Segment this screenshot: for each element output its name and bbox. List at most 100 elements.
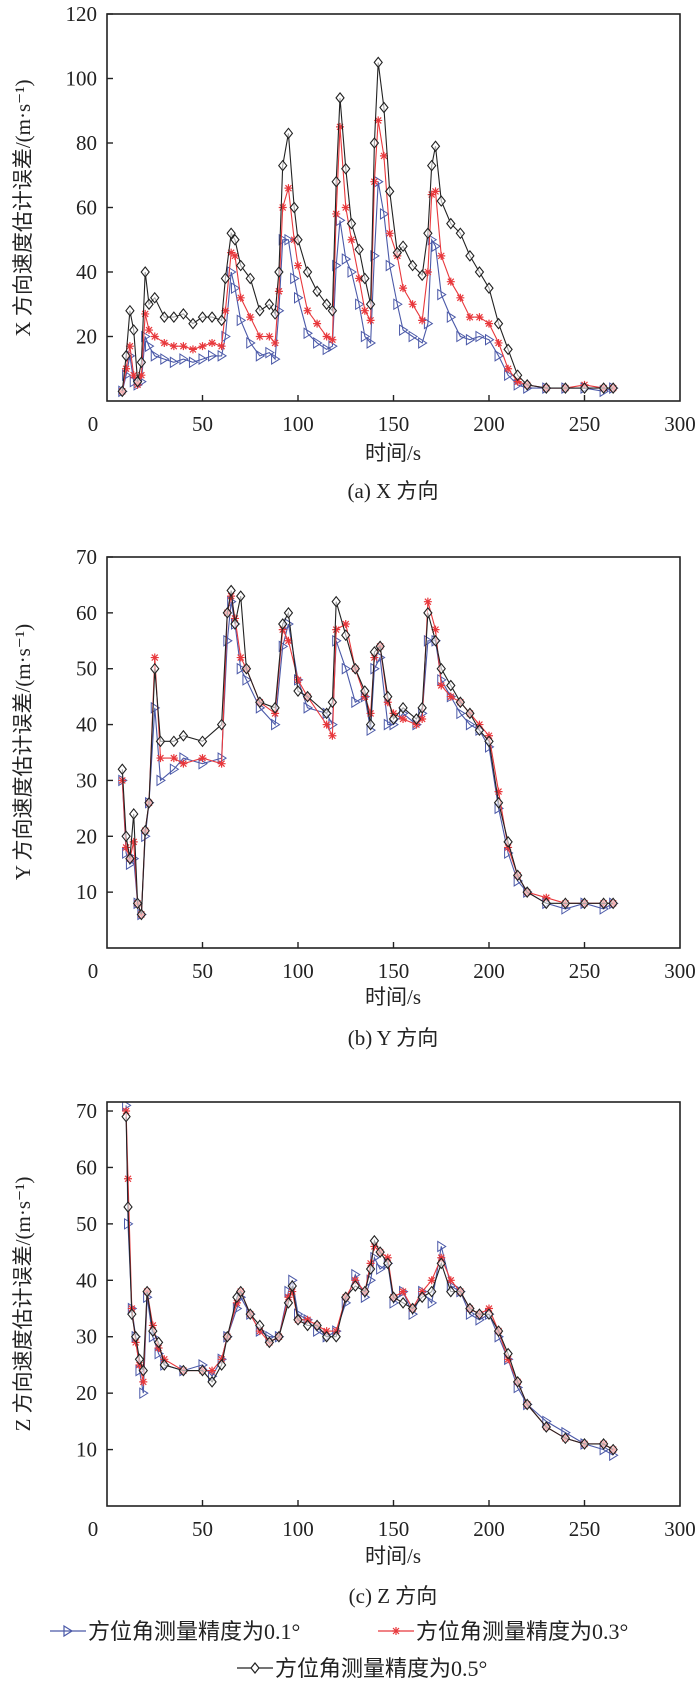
data-point xyxy=(446,277,455,286)
data-point xyxy=(408,300,417,309)
data-point xyxy=(322,343,333,356)
data-point xyxy=(159,1359,170,1371)
data-point xyxy=(271,718,281,731)
data-point xyxy=(456,707,466,720)
data-point xyxy=(230,251,239,260)
data-point xyxy=(474,724,485,737)
data-point xyxy=(303,327,313,340)
y-axis-label: Y 方向速度估计误差/(m·s⁻¹) xyxy=(11,624,35,880)
data-point xyxy=(230,233,240,246)
data-point xyxy=(332,209,341,218)
data-point xyxy=(179,342,188,351)
data-point xyxy=(351,696,361,709)
data-point xyxy=(383,718,394,731)
data-point xyxy=(341,662,352,675)
data-point xyxy=(294,291,304,304)
data-point xyxy=(446,1276,455,1285)
data-point xyxy=(331,175,341,188)
data-point xyxy=(156,754,165,763)
x-axis-label: 时间/s xyxy=(365,1544,421,1568)
data-point xyxy=(456,330,466,343)
data-point xyxy=(208,338,217,347)
legend-item-0.1: 方位角测量精度为0.1° xyxy=(50,1619,300,1644)
data-point xyxy=(132,375,143,388)
data-point xyxy=(179,353,189,365)
data-point xyxy=(188,345,197,354)
data-point xyxy=(312,285,322,298)
data-point xyxy=(579,1438,590,1450)
series-0.5 xyxy=(121,1110,618,1456)
data-point xyxy=(369,1234,380,1247)
data-point xyxy=(465,707,475,720)
data-point xyxy=(125,852,135,865)
data-point xyxy=(366,337,377,349)
series-0.5 xyxy=(117,56,618,398)
data-point xyxy=(446,692,455,701)
x-tick-label: 250 xyxy=(569,959,601,983)
data-point xyxy=(169,356,180,369)
y-tick-label: 10 xyxy=(76,880,97,904)
series-0.1 xyxy=(122,1102,619,1462)
data-point xyxy=(335,91,345,104)
data-point xyxy=(328,731,337,740)
data-point xyxy=(493,317,504,330)
data-point xyxy=(503,835,513,848)
data-point xyxy=(150,291,160,304)
data-point xyxy=(426,1285,437,1298)
data-point xyxy=(150,332,159,341)
data-point xyxy=(399,284,408,293)
data-point xyxy=(365,298,376,311)
data-point xyxy=(160,338,169,347)
data-point xyxy=(222,606,233,619)
data-point xyxy=(302,266,313,278)
data-point xyxy=(341,162,351,175)
data-point xyxy=(302,690,313,703)
data-point xyxy=(216,314,227,327)
data-point xyxy=(437,1240,447,1253)
data-point xyxy=(136,356,147,369)
data-point xyxy=(541,382,552,394)
x-tick-label: 50 xyxy=(192,412,213,436)
data-point xyxy=(455,696,466,709)
data-point xyxy=(139,1387,149,1400)
data-point xyxy=(375,640,385,653)
data-point xyxy=(283,1296,294,1309)
series-0.3 xyxy=(122,1107,618,1454)
data-point xyxy=(375,1246,385,1258)
data-point xyxy=(475,330,485,343)
data-point xyxy=(136,908,147,921)
data-point xyxy=(156,774,166,787)
data-point xyxy=(321,1330,332,1343)
x-tick-label: 150 xyxy=(378,1517,410,1541)
y-tick-label: 40 xyxy=(76,713,97,737)
data-point xyxy=(360,272,370,285)
data-point xyxy=(385,259,396,272)
data-point xyxy=(355,298,365,311)
plot-frame xyxy=(106,13,681,402)
data-point xyxy=(504,364,513,373)
data-point xyxy=(455,227,466,240)
data-point xyxy=(331,595,341,608)
data-point xyxy=(437,251,446,260)
data-point xyxy=(446,311,457,324)
data-point xyxy=(236,653,245,662)
data-point xyxy=(393,298,403,311)
data-point xyxy=(138,1364,148,1377)
data-point xyxy=(230,282,241,295)
data-point xyxy=(494,338,503,347)
data-point xyxy=(436,662,446,675)
data-point xyxy=(127,1308,137,1321)
data-point xyxy=(139,1377,148,1386)
data-point xyxy=(598,1438,609,1450)
data-point xyxy=(121,830,131,843)
data-point xyxy=(236,293,245,302)
data-point xyxy=(456,293,465,302)
data-point xyxy=(150,701,161,714)
data-point xyxy=(484,735,494,748)
y-tick-label: 100 xyxy=(66,67,98,91)
data-point xyxy=(313,337,323,349)
data-point xyxy=(188,356,199,369)
data-point xyxy=(321,298,332,311)
data-point xyxy=(398,240,408,253)
data-point xyxy=(255,1319,265,1332)
